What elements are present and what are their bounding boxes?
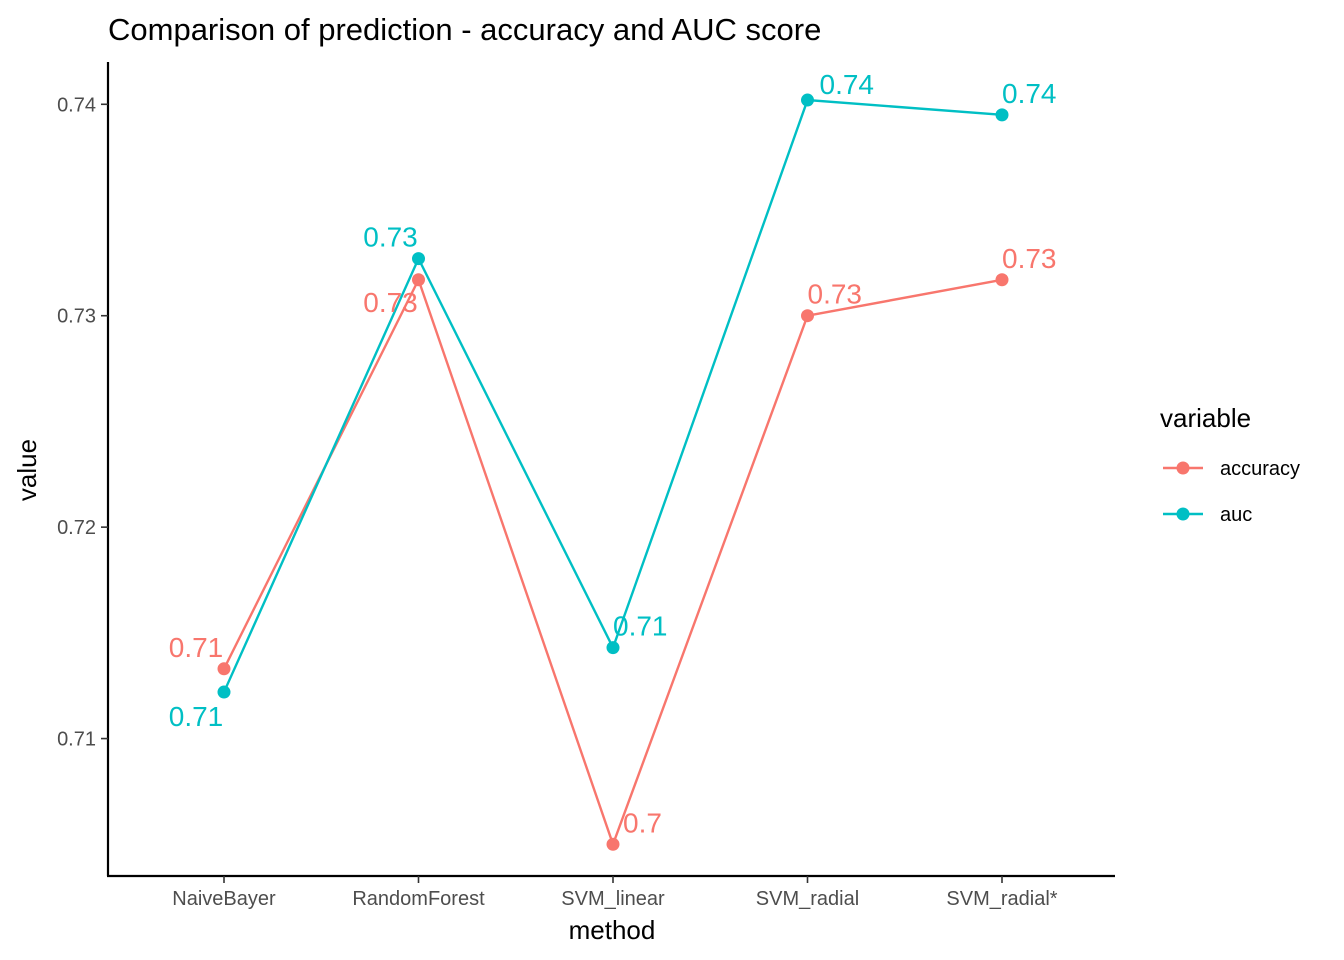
x-tick-label: SVM_linear (561, 888, 665, 910)
x-tick-label: SVM_radial (756, 888, 859, 910)
data-point-accuracy (801, 309, 814, 323)
data-labels: 0.71 0.73 0.7 0.73 0.73 0.71 0.73 0.71 0.74 0.74 (169, 69, 1057, 838)
legend-key-point-auc (1176, 507, 1190, 521)
data-point-auc (995, 108, 1009, 122)
data-label-auc: 0.73 (363, 222, 418, 253)
x-tick-label: RandomForest (352, 888, 485, 910)
x-axis: NaiveBayer RandomForest SVM_linear SVM_radi… (107, 874, 1115, 910)
y-tick-label: 0.72 (57, 517, 96, 539)
data-point-accuracy (412, 273, 425, 287)
data-label-auc: 0.74 (820, 69, 875, 100)
data-label-accuracy: 0.71 (169, 632, 224, 663)
legend-label-auc: auc (1220, 504, 1252, 526)
chart-title: Comparison of prediction - accuracy and … (108, 12, 821, 47)
series-layer (217, 93, 1009, 851)
y-axis: 0.71 0.72 0.73 0.74 (57, 62, 110, 876)
legend: variable accuracy auc (1160, 403, 1300, 526)
data-label-accuracy: 0.73 (808, 279, 863, 310)
data-point-accuracy (217, 662, 231, 676)
y-tick-label: 0.73 (57, 306, 96, 328)
data-point-auc (606, 641, 620, 655)
series-line-auc (222, 98, 1003, 693)
series-line-accuracy (222, 276, 1003, 848)
x-tick-label: SVM_radial* (946, 888, 1057, 910)
data-point-accuracy (995, 273, 1009, 287)
x-tick-label: NaiveBayer (172, 888, 276, 910)
y-tick-label: 0.74 (57, 94, 96, 116)
x-axis-title: method (569, 915, 656, 945)
data-point-auc (412, 252, 425, 266)
y-axis-title: value (12, 439, 42, 501)
data-label-auc: 0.74 (1002, 78, 1057, 109)
legend-items: accuracy auc (1163, 458, 1300, 526)
data-point-auc (801, 93, 814, 107)
data-label-accuracy: 0.73 (363, 287, 418, 318)
data-point-accuracy (606, 837, 620, 851)
data-label-accuracy: 0.73 (1002, 243, 1057, 274)
legend-label-accuracy: accuracy (1220, 458, 1300, 480)
data-label-auc: 0.71 (613, 611, 668, 642)
y-tick-label: 0.71 (57, 729, 96, 751)
data-label-accuracy: 0.7 (623, 807, 662, 838)
legend-title: variable (1160, 403, 1251, 433)
data-label-auc: 0.71 (169, 701, 224, 732)
legend-key-point-accuracy (1176, 461, 1190, 475)
data-point-auc (217, 685, 231, 699)
